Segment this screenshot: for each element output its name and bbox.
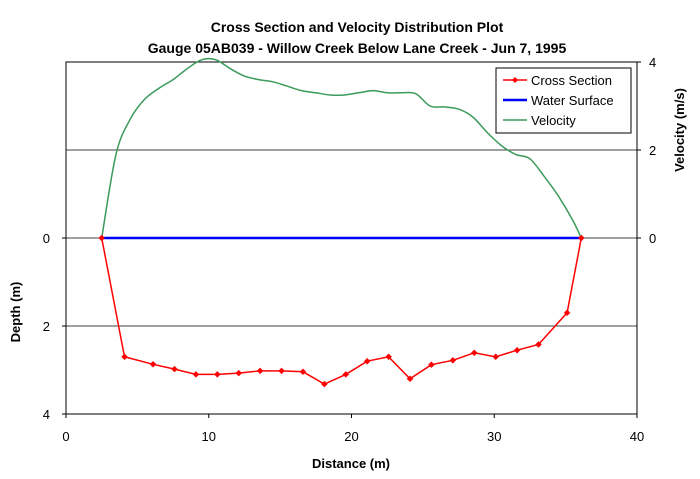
velocity-axis-ticks: 4 2 0 bbox=[637, 55, 656, 246]
cross-section-point bbox=[121, 353, 128, 361]
legend-items: Cross Section Water Surface Velocity bbox=[503, 73, 614, 128]
depth-tick-label: 4 bbox=[43, 407, 50, 422]
velocity-line bbox=[100, 57, 582, 239]
cross-section-point bbox=[470, 349, 478, 357]
cross-section-point bbox=[256, 367, 264, 375]
cross-section-point bbox=[98, 234, 106, 242]
x-tick-label: 10 bbox=[202, 429, 216, 444]
x-axis-ticks: 0 10 20 30 40 bbox=[62, 414, 644, 444]
velocity-tick-label: 4 bbox=[649, 55, 656, 70]
cross-section-point bbox=[406, 375, 414, 383]
legend-label-velocity: Velocity bbox=[531, 113, 576, 128]
depth-tick-label: 2 bbox=[43, 319, 50, 334]
cross-section-point bbox=[449, 356, 457, 364]
cross-section-point bbox=[149, 360, 157, 368]
chart-subtitle: Gauge 05AB039 - Willow Creek Below Lane … bbox=[148, 40, 567, 56]
legend-label-cross-section: Cross Section bbox=[531, 73, 612, 88]
cross-section-point bbox=[577, 234, 585, 242]
x-tick-label: 40 bbox=[630, 429, 644, 444]
cross-section-point bbox=[428, 361, 435, 369]
x-tick-label: 30 bbox=[487, 429, 501, 444]
depth-axis-label: Depth (m) bbox=[8, 282, 23, 343]
legend-marker-cross-section bbox=[512, 77, 518, 83]
cross-section-point bbox=[513, 346, 521, 354]
cross-section-point bbox=[563, 309, 571, 317]
series-layer bbox=[98, 57, 585, 388]
chart-title: Cross Section and Velocity Distribution … bbox=[211, 19, 504, 35]
velocity-axis-label: Velocity (m/s) bbox=[672, 88, 687, 172]
x-tick-label: 20 bbox=[344, 429, 358, 444]
cross-section-point bbox=[278, 367, 285, 375]
depth-axis-ticks: 0 2 4 bbox=[43, 231, 66, 422]
cross-section-point bbox=[213, 371, 221, 378]
velocity-tick-label: 0 bbox=[649, 231, 656, 246]
legend-label-water-surface: Water Surface bbox=[531, 93, 614, 108]
cross-section-point bbox=[171, 365, 178, 373]
legend: Cross Section Water Surface Velocity bbox=[495, 67, 632, 134]
x-tick-label: 0 bbox=[62, 429, 69, 444]
cross-section-point bbox=[363, 357, 371, 365]
cross-section-point bbox=[192, 371, 200, 378]
cross-section-point bbox=[535, 341, 542, 348]
x-axis-label: Distance (m) bbox=[312, 456, 390, 471]
cross-section-point bbox=[235, 369, 243, 377]
depth-tick-label: 0 bbox=[43, 231, 50, 246]
velocity-tick-label: 2 bbox=[649, 143, 656, 158]
cross-section-point bbox=[321, 380, 328, 388]
cross-section-point bbox=[385, 353, 392, 361]
cross-section-point bbox=[492, 353, 500, 361]
cross-section-point bbox=[299, 368, 307, 376]
cross-section-point bbox=[342, 371, 350, 378]
